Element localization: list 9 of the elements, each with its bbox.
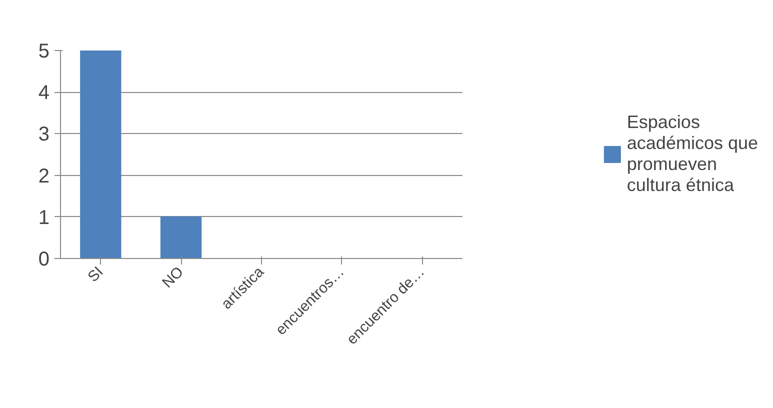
y-tick-label: 4	[38, 82, 50, 104]
y-tick-label: 5	[38, 40, 50, 62]
y-tick-label: 2	[38, 165, 50, 188]
y-tick-label: 0	[38, 248, 50, 270]
legend-label: Espacios académicos que promueven cultura étnica	[626, 112, 758, 196]
y-tick-label: 3	[38, 124, 50, 146]
x-tick-label: SI	[84, 263, 107, 286]
x-tick-label: NO	[159, 263, 188, 292]
y-tick-label: 1	[38, 206, 50, 229]
